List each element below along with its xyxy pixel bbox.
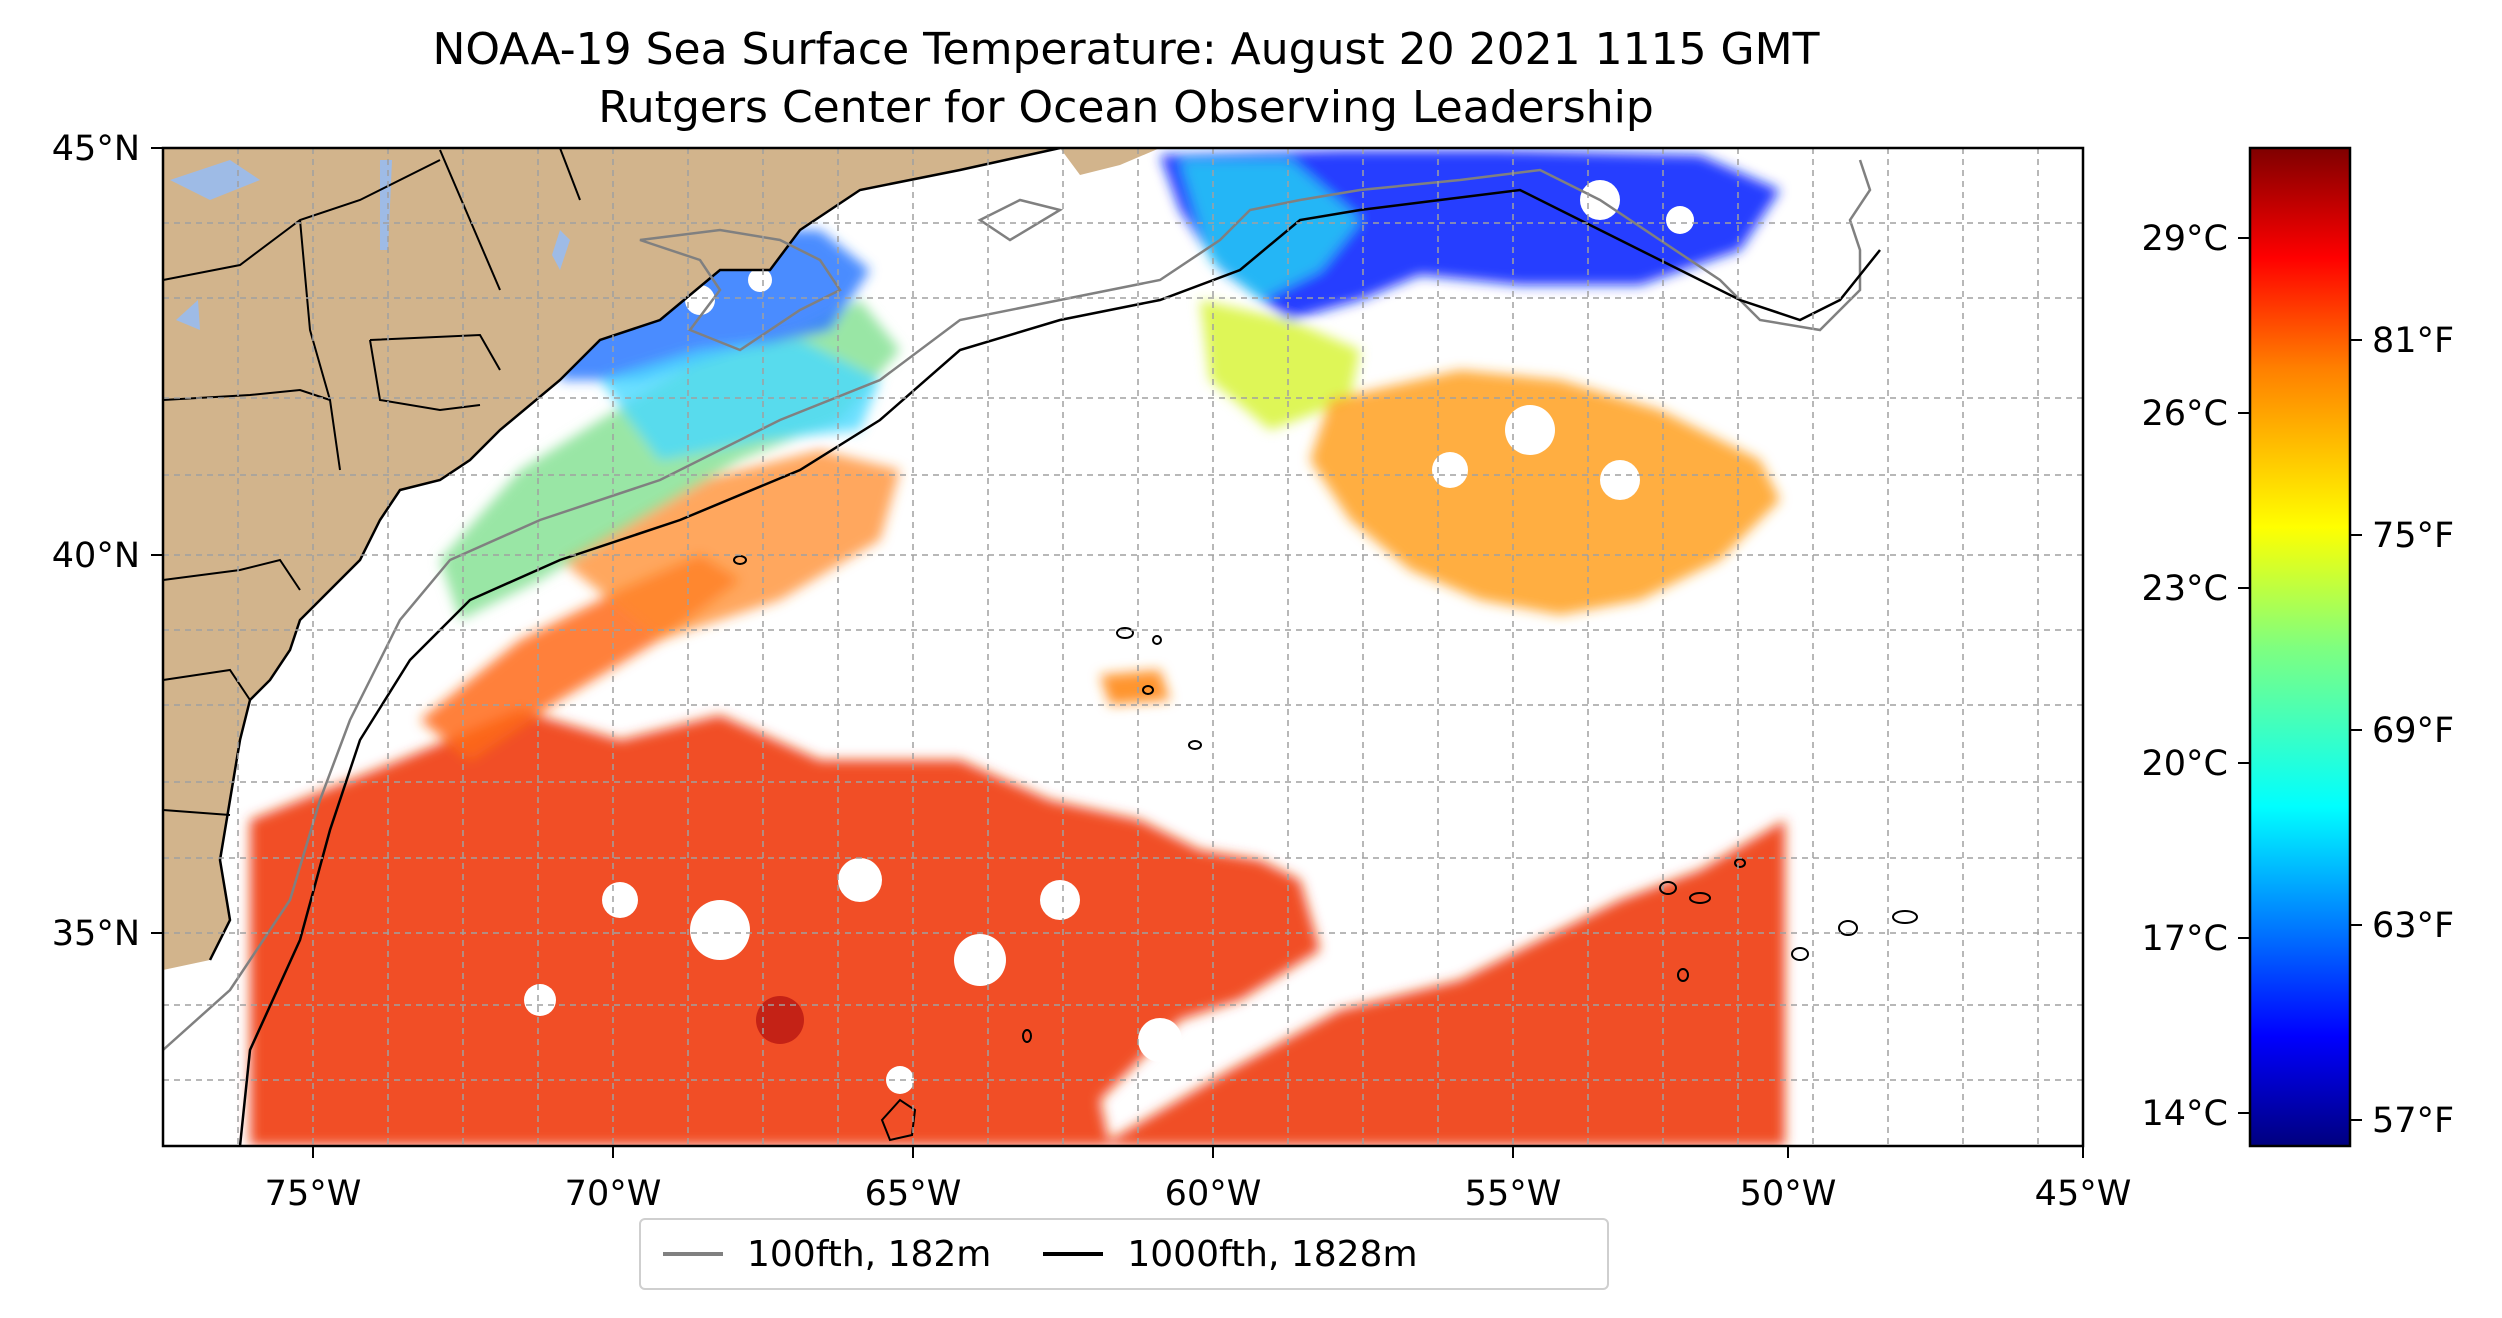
gridlines <box>163 148 2083 1146</box>
colorbar-fahrenheit-label: 75°F <box>2372 516 2454 556</box>
legend-line-icon <box>663 1252 723 1256</box>
colorbar-celsius-label: 20°C <box>2142 744 2228 784</box>
land-northeast-us <box>163 148 1060 970</box>
sst-gulfstream-north <box>560 450 900 640</box>
map-subtitle: Rutgers Center for Ocean Observing Leade… <box>598 82 1654 133</box>
coastline <box>208 148 1061 961</box>
sst-warm-south <box>250 710 1320 1146</box>
seamounts <box>733 555 1918 1142</box>
lon-tick-label: 45°W <box>2035 1174 2132 1214</box>
land <box>163 148 1160 970</box>
lat-tick-label: 40°N <box>52 536 140 576</box>
lon-tick-label: 50°W <box>1740 1174 1837 1214</box>
colorbar-celsius-label: 14°C <box>2142 1094 2228 1134</box>
colorbar-fahrenheit-label: 81°F <box>2372 321 2454 361</box>
lon-tick-label: 70°W <box>565 1174 662 1214</box>
isobath-100fth <box>163 159 1872 1051</box>
state-borders <box>163 148 581 816</box>
map-panel <box>163 148 2083 1146</box>
colorbar-celsius-label: 26°C <box>2142 394 2228 434</box>
legend-label: 100fth, 182m <box>747 1233 992 1275</box>
colorbar-gradient <box>2248 146 2352 1148</box>
colorbar-fahrenheit-label: 57°F <box>2372 1101 2454 1141</box>
sst-northeast-cyan <box>1180 160 1360 300</box>
colorbar-celsius-label: 29°C <box>2142 219 2228 259</box>
land-nova-scotia <box>1060 148 1160 175</box>
colorbar: 29°C 26°C 23°C 20°C 17°C 14°C 81°F 75°F … <box>2142 146 2454 1148</box>
map-title: NOAA-19 Sea Surface Temperature: August … <box>432 24 1820 75</box>
sst-gulfofmaine-cyan <box>600 340 880 460</box>
lat-axis: 45°N 40°N 35°N <box>52 129 163 954</box>
colorbar-celsius-label: 17°C <box>2142 919 2228 959</box>
lon-tick-label: 65°W <box>865 1174 962 1214</box>
lon-axis: 75°W 70°W 65°W 60°W 55°W 50°W 45°W <box>265 1146 2132 1214</box>
lon-tick-label: 75°W <box>265 1174 362 1214</box>
lon-tick-label: 55°W <box>1465 1174 1562 1214</box>
legend-item-1000fth: 1000fth, 1828m <box>1043 1233 1418 1275</box>
legend-item-100fth: 100fth, 182m <box>663 1234 991 1275</box>
colorbar-fahrenheit-label: 69°F <box>2372 711 2454 751</box>
sst-northeast-warm <box>1310 370 1780 615</box>
legend-label: 1000fth, 1828m <box>1127 1233 1418 1275</box>
lon-tick-label: 60°W <box>1165 1174 1262 1214</box>
colorbar-fahrenheit-label: 63°F <box>2372 906 2454 946</box>
lat-tick-label: 35°N <box>52 914 140 954</box>
isobath-100fth-gom <box>639 198 1064 352</box>
sst-isolated-warm <box>1100 670 1170 705</box>
isobath-1000fth <box>238 188 1881 1146</box>
colorbar-celsius-label: 23°C <box>2142 569 2228 609</box>
legend: 100fth, 182m 1000fth, 1828m <box>639 1218 1609 1290</box>
legend-line-icon <box>1043 1252 1104 1256</box>
map-frame <box>161 146 2085 1148</box>
sst-field <box>250 150 1785 1146</box>
sst-warm-southeast <box>1100 820 1785 1146</box>
lat-tick-label: 45°N <box>52 129 140 169</box>
